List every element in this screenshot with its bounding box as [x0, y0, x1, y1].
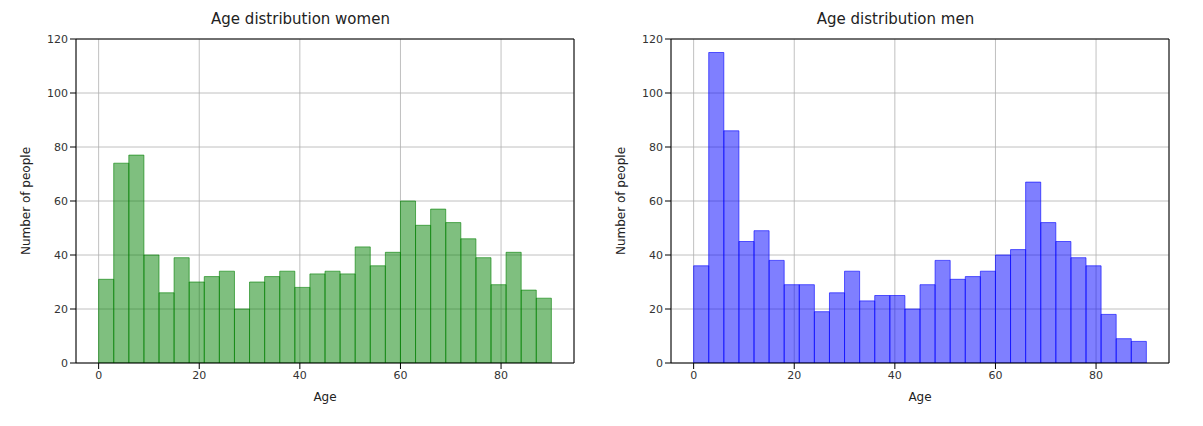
- svg-text:20: 20: [649, 303, 663, 316]
- svg-text:100: 100: [642, 87, 663, 100]
- svg-text:0: 0: [690, 369, 697, 382]
- svg-text:0: 0: [95, 369, 102, 382]
- svg-text:20: 20: [787, 369, 801, 382]
- svg-text:80: 80: [1089, 369, 1103, 382]
- svg-text:Age: Age: [313, 390, 336, 404]
- svg-text:40: 40: [649, 249, 663, 262]
- svg-text:80: 80: [649, 141, 663, 154]
- svg-text:Age: Age: [908, 390, 931, 404]
- svg-text:40: 40: [293, 369, 307, 382]
- svg-text:80: 80: [494, 369, 508, 382]
- svg-text:Number of people: Number of people: [19, 147, 33, 255]
- svg-text:20: 20: [192, 369, 206, 382]
- svg-text:0: 0: [61, 357, 68, 370]
- svg-text:60: 60: [393, 369, 407, 382]
- svg-text:60: 60: [988, 369, 1002, 382]
- html-text:Age distribution men: Age distribution men: [816, 10, 975, 28]
- svg-text:120: 120: [47, 33, 68, 46]
- svg-text:40: 40: [54, 249, 68, 262]
- html-text:Age distribution women: Age distribution women: [211, 10, 390, 28]
- svg-text:100: 100: [47, 87, 68, 100]
- svg-text:120: 120: [642, 33, 663, 46]
- svg-text:60: 60: [54, 195, 68, 208]
- svg-text:80: 80: [54, 141, 68, 154]
- svg-text:20: 20: [54, 303, 68, 316]
- svg-text:0: 0: [656, 357, 663, 370]
- svg-text:60: 60: [649, 195, 663, 208]
- svg-text:Number of people: Number of people: [614, 147, 628, 255]
- svg-text:40: 40: [888, 369, 902, 382]
